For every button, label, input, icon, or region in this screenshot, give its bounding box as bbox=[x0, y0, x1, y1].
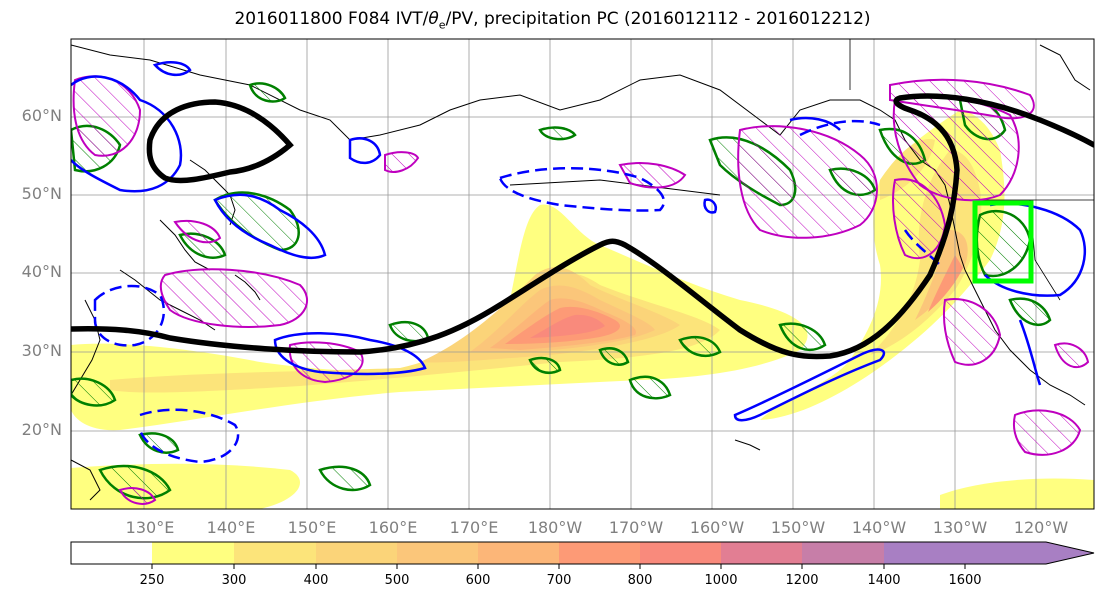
lon-label-140w: 140°W bbox=[851, 518, 907, 537]
title-sub: e bbox=[438, 18, 446, 32]
lat-label-60n: 60°N bbox=[21, 106, 62, 125]
blue-contours bbox=[71, 61, 1087, 422]
lat-label-30n: 30°N bbox=[21, 341, 62, 360]
lon-label-130w: 130°W bbox=[932, 518, 988, 537]
lon-label-160e: 160°E bbox=[368, 518, 418, 537]
colorbar-tick: 1000 bbox=[704, 573, 738, 588]
lon-label-140e: 140°E bbox=[206, 518, 256, 537]
colorbar-tick: 400 bbox=[303, 573, 329, 588]
lat-label-40n: 40°N bbox=[21, 262, 62, 281]
colorbar-tick: 600 bbox=[465, 573, 491, 588]
colorbar-tick: 1600 bbox=[948, 573, 982, 588]
lat-label-50n: 50°N bbox=[21, 184, 62, 203]
colorbar-tick: 700 bbox=[546, 573, 572, 588]
colorbar-tick: 800 bbox=[627, 573, 653, 588]
map-frame bbox=[70, 38, 1095, 510]
lon-label-150w: 150°W bbox=[770, 518, 826, 537]
lon-label-180w: 180°W bbox=[527, 518, 583, 537]
map-title: 2016011800 F084 IVT/θe/PV, precipitation… bbox=[0, 9, 1105, 31]
lon-label-130e: 130°E bbox=[125, 518, 175, 537]
colorbar bbox=[70, 541, 1095, 569]
colorbar-tick: 1200 bbox=[785, 573, 819, 588]
lat-label-20n: 20°N bbox=[21, 420, 62, 439]
colorbar-tick: 300 bbox=[221, 573, 247, 588]
title-theta: θ bbox=[428, 9, 439, 29]
colorbar-tick: 250 bbox=[139, 573, 165, 588]
graticule bbox=[71, 39, 1094, 509]
lon-label-170w: 170°W bbox=[608, 518, 664, 537]
lon-label-120w: 120°W bbox=[1013, 518, 1069, 537]
lon-label-170e: 170°E bbox=[449, 518, 499, 537]
colorbar-tick: 1400 bbox=[867, 573, 901, 588]
map-plot-area bbox=[71, 39, 1094, 509]
black-contour bbox=[71, 93, 1094, 360]
lon-label-150e: 150°E bbox=[287, 518, 337, 537]
colorbar-tick: 500 bbox=[384, 573, 410, 588]
title-post: /PV, precipitation PC (2016012112 - 2016… bbox=[445, 9, 871, 29]
highlight-box bbox=[972, 200, 1034, 284]
lon-label-160w: 160°W bbox=[689, 518, 745, 537]
title-pre: 2016011800 F084 IVT/ bbox=[234, 9, 429, 29]
magenta-contours bbox=[72, 75, 1090, 505]
